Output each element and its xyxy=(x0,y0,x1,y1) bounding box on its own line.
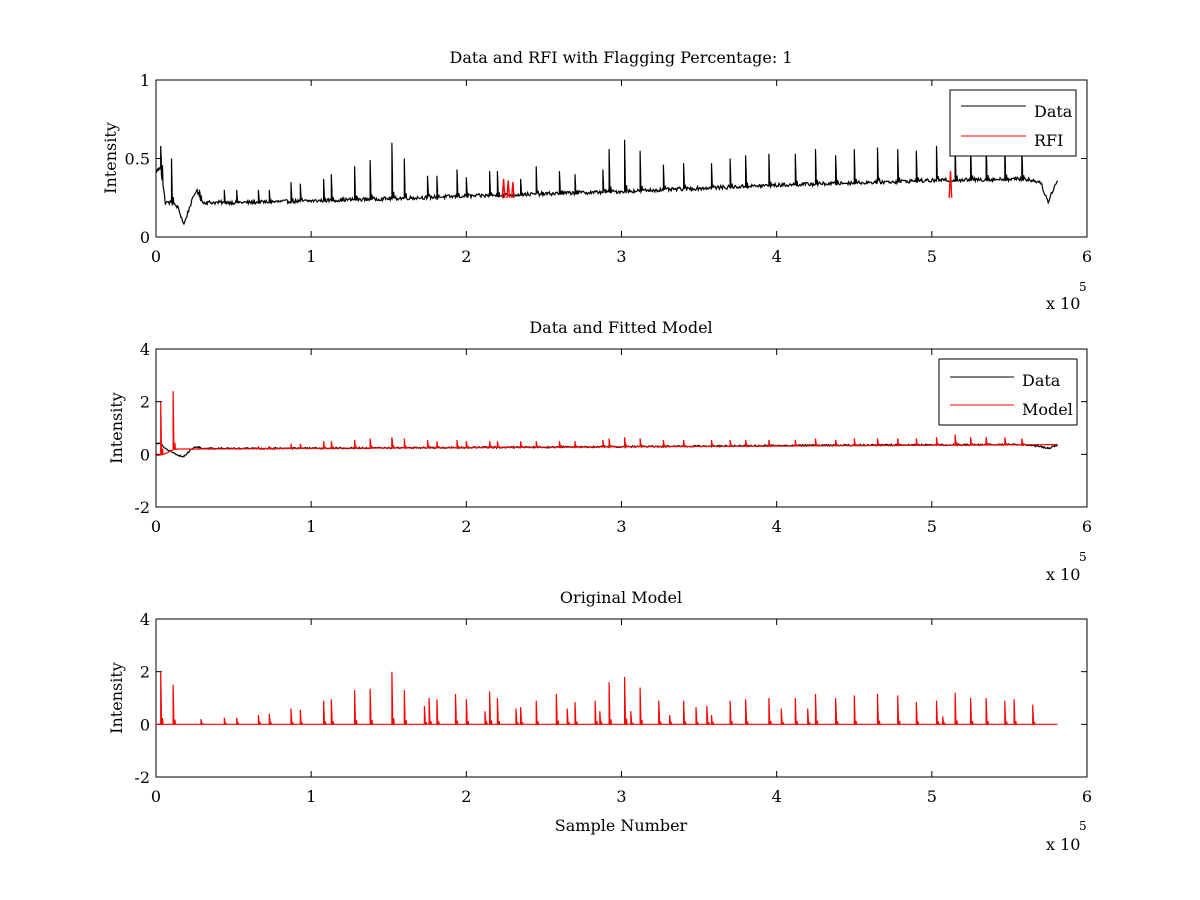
series-line-data xyxy=(156,139,1059,226)
panel-3-axes-frame xyxy=(155,618,1088,778)
y-tick-label: 1 xyxy=(140,71,150,90)
x-tick-label: 6 xyxy=(1082,517,1092,536)
rfi-spike xyxy=(506,180,511,198)
x-tick-label: 6 xyxy=(1082,247,1092,266)
panel-2-title: Data and Fitted Model xyxy=(529,318,712,337)
panel-1-x-multiplier: x 10 xyxy=(1046,294,1080,313)
series-line-model xyxy=(156,671,1058,725)
panel-1-legend-box xyxy=(949,89,1077,157)
x-tick-label: 4 xyxy=(772,247,782,266)
y-tick-label: 0 xyxy=(140,228,150,247)
rfi-spike xyxy=(501,178,506,198)
panel-1-x-multiplier-exponent: 5 xyxy=(1079,280,1087,294)
y-tick-label: 4 xyxy=(140,340,150,359)
panel-2-ylabel: Intensity xyxy=(107,392,126,464)
x-tick-label: 3 xyxy=(616,517,626,536)
panel-3-x-multiplier: x 10 xyxy=(1046,835,1080,854)
panel-1-legend: Data RFI xyxy=(949,89,1077,157)
x-tick-label: 6 xyxy=(1082,787,1092,806)
panel-2-x-multiplier: x 10 xyxy=(1046,565,1080,584)
rfi-spike xyxy=(948,171,953,198)
panel-3-x-multiplier-exponent: 5 xyxy=(1079,819,1087,833)
x-tick-label: 2 xyxy=(461,787,471,806)
panel-1-axes-frame xyxy=(155,79,1088,238)
x-tick-label: 2 xyxy=(461,247,471,266)
x-tick-label: 0 xyxy=(151,787,161,806)
x-tick-label: 2 xyxy=(461,517,471,536)
panel-3-ylabel: Intensity xyxy=(107,662,126,734)
x-tick-label: 1 xyxy=(306,247,316,266)
panel-2-legend: Data Model xyxy=(938,358,1078,426)
x-tick-label: 5 xyxy=(927,517,937,536)
y-tick-label: 0 xyxy=(140,715,150,734)
panel-3-xlabel: Sample Number xyxy=(555,816,688,835)
panel-2-x-multiplier-exponent: 5 xyxy=(1079,550,1087,564)
panel-1-ylabel: Intensity xyxy=(101,122,120,194)
x-tick-label: 3 xyxy=(616,787,626,806)
x-tick-label: 5 xyxy=(927,787,937,806)
panel-2: Data and Fitted Model Intensity 0 1 2 3 4 5 6 -… xyxy=(107,318,1092,584)
x-tick-label: 3 xyxy=(616,247,626,266)
x-tick-label: 5 xyxy=(927,247,937,266)
panel-2-legend-box xyxy=(938,358,1078,426)
panel-3-title: Original Model xyxy=(560,588,682,607)
y-tick-label: 0.5 xyxy=(125,150,150,169)
panel-1-plot-area: 0 1 2 3 4 5 6 0 0.5 1 xyxy=(125,71,1093,266)
x-tick-label: 1 xyxy=(306,787,316,806)
y-tick-label: 2 xyxy=(140,663,150,682)
panel-2-legend-model-label: Model xyxy=(1022,400,1073,419)
rfi-spike xyxy=(510,182,515,198)
x-tick-label: 4 xyxy=(772,787,782,806)
y-tick-label: 4 xyxy=(140,610,150,629)
panel-1-legend-data-label: Data xyxy=(1034,102,1073,121)
panel-1-legend-rfi-label: RFI xyxy=(1034,131,1063,150)
panel-1: Data and RFI with Flagging Percentage: 1… xyxy=(101,48,1092,313)
y-tick-label: -2 xyxy=(134,768,150,787)
x-tick-label: 0 xyxy=(151,517,161,536)
y-tick-label: -2 xyxy=(134,498,150,517)
y-tick-label: 0 xyxy=(140,445,150,464)
y-tick-label: 2 xyxy=(140,393,150,412)
x-tick-label: 0 xyxy=(151,247,161,266)
panel-2-legend-data-label: Data xyxy=(1022,371,1061,390)
x-tick-label: 1 xyxy=(306,517,316,536)
series-line-model xyxy=(156,391,1058,457)
panel-2-axes-frame xyxy=(155,348,1088,508)
x-tick-label: 4 xyxy=(772,517,782,536)
panel-1-title: Data and RFI with Flagging Percentage: 1 xyxy=(449,48,792,67)
